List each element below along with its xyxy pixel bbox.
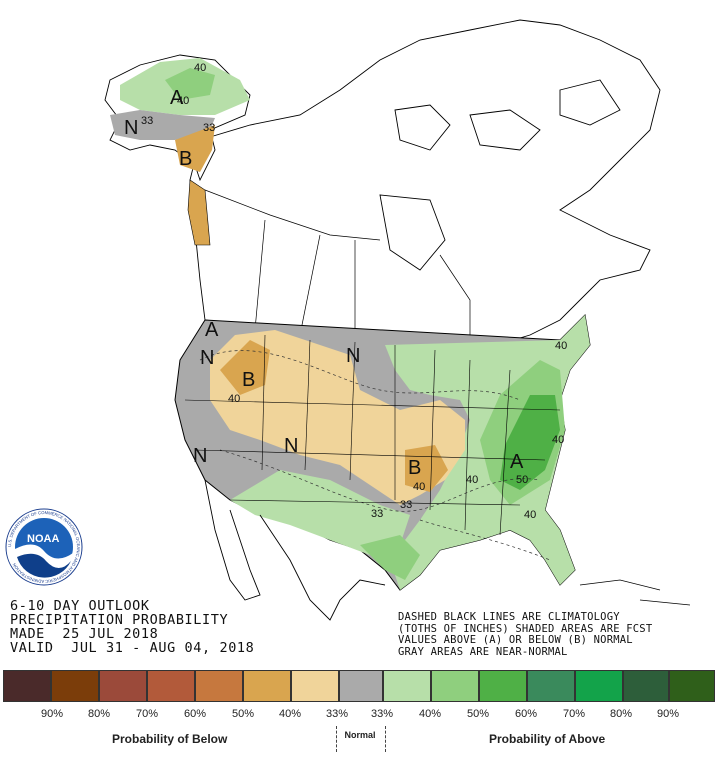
plains-below-letter: B (408, 457, 421, 479)
below-caption: Probability of Below (112, 732, 228, 746)
precipitation-outlook-map: A 40 40 33 33 N B A N N B 40 N N B 40 33… (5, 19, 691, 621)
legend-percent-label: 40% (418, 708, 442, 720)
alaska-region (104, 54, 251, 246)
normal-caption: Normal (344, 730, 376, 740)
legend-swatch-below-80 (51, 670, 99, 702)
probability-legend: 90% 80% 70% 60% 50% 40% 33% 33% 40% 50% … (0, 670, 719, 759)
legend-percent-label: 60% (183, 708, 207, 720)
noaa-logo-wordmark: NOAA (27, 533, 59, 545)
outlook-title-block: 6-10 DAY OUTLOOK PRECIPITATION PROBABILIT… (10, 599, 254, 655)
legend-swatch-above-90 (669, 670, 715, 702)
legend-swatch-below-70 (99, 670, 147, 702)
alaska-33-label: 33 (141, 115, 153, 127)
legend-percent-label: 70% (135, 708, 159, 720)
east-50-label: 50 (516, 474, 528, 486)
legend-swatch-below-50 (195, 670, 243, 702)
legend-percent-label: 70% (562, 708, 586, 720)
legend-swatch-above-40 (431, 670, 479, 702)
legend-swatch-above-80 (623, 670, 669, 702)
alaska-above-letter: A (170, 87, 184, 109)
east-40-label: 40 (466, 474, 478, 486)
note-line: VALUES ABOVE (A) OR BELOW (B) NORMAL (398, 634, 633, 646)
legend-swatch-below-40 (243, 670, 291, 702)
alaska-normal-letter: N (124, 117, 138, 139)
west-normal-letter: N (200, 347, 214, 369)
north-normal-letter: N (346, 345, 360, 367)
note-line: (TOTHS OF INCHES) SHADED AREAS ARE FCST (398, 622, 653, 635)
rockies-normal-letter: N (284, 435, 298, 457)
legend-swatch-above-33 (383, 670, 431, 702)
valid-dates: VALID JUL 31 - AUG 04, 2018 (10, 640, 255, 656)
made-date: MADE 25 JUL 2018 (10, 626, 159, 642)
legend-percent-label: 80% (609, 708, 633, 720)
normal-divider-right (385, 726, 386, 752)
alaska-33-label: 33 (203, 122, 215, 134)
map-notes-block: DASHED BLACK LINES ARE CLIMATOLOGY (TOTHS… (398, 611, 653, 658)
alaska-40-label: 40 (177, 95, 189, 107)
province-boundaries (204, 189, 471, 350)
legend-swatch-below-90 (3, 670, 51, 702)
legend-percent-label: 33% (370, 708, 394, 720)
outlook-subtitle: PRECIPITATION PROBABILITY (10, 612, 229, 628)
legend-swatch-above-60 (527, 670, 575, 702)
conus-region (174, 313, 591, 591)
west-40-label: 40 (228, 393, 240, 405)
note-line: GRAY AREAS ARE NEAR-NORMAL (398, 645, 568, 658)
legend-percent-label: 50% (231, 708, 255, 720)
legend-swatch-below-60 (147, 670, 195, 702)
note-line: DASHED BLACK LINES ARE CLIMATOLOGY (398, 611, 620, 623)
plains-40-label: 40 (413, 481, 425, 493)
legend-swatch-above-50 (479, 670, 527, 702)
east-40-label: 40 (524, 509, 536, 521)
east-above-letter: A (510, 451, 524, 473)
west-above-letter: A (205, 319, 219, 341)
noaa-logo: NOAA U.S. DEPARTMENT OF COMMERCE NATIONA… (5, 508, 83, 586)
legend-percent-label: 33% (325, 708, 349, 720)
plains-33-label: 33 (371, 508, 383, 520)
plains-33-label: 33 (400, 499, 412, 511)
alaska-below-letter: B (179, 148, 192, 170)
legend-swatch-below-33 (291, 670, 339, 702)
legend-swatch-above-70 (575, 670, 623, 702)
east-40-label: 40 (555, 340, 567, 352)
east-40-label: 40 (552, 434, 564, 446)
west-normal-letter: N (193, 445, 207, 467)
mexico-outline (204, 479, 386, 621)
above-caption: Probability of Above (489, 732, 606, 746)
legend-percent-label: 90% (656, 708, 680, 720)
legend-percent-label: 50% (466, 708, 490, 720)
legend-percent-label: 80% (87, 708, 111, 720)
west-below-letter: B (242, 369, 255, 391)
legend-percent-label: 40% (278, 708, 302, 720)
outlook-title: 6-10 DAY OUTLOOK (10, 598, 150, 614)
canada-land (189, 19, 661, 351)
normal-divider-left (336, 726, 337, 752)
legend-percent-label: 60% (514, 708, 538, 720)
caribbean-outline (579, 579, 691, 606)
legend-swatch-normal (339, 670, 383, 702)
legend-percent-label: 90% (40, 708, 64, 720)
alaska-40-label: 40 (194, 62, 206, 74)
